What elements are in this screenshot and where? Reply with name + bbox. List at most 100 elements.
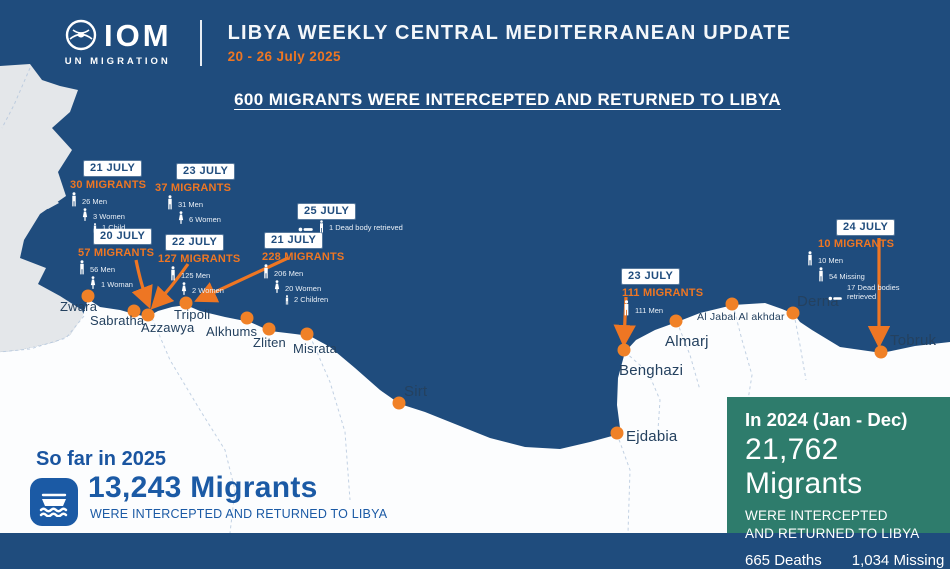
event-detail: 111 Men <box>635 306 664 315</box>
city-label-alkhums: Alkhums <box>206 324 258 339</box>
tunisia-landmass <box>0 64 84 352</box>
city-marker <box>127 304 141 318</box>
city-label-sirt: Sirt <box>404 383 428 400</box>
event-detail: 31 Men <box>178 200 204 209</box>
stats-2024-caption-line1: WERE INTERCEPTED <box>745 508 888 523</box>
city-marker <box>392 396 406 410</box>
event-detail: 125 Men <box>181 271 211 280</box>
stats-2024-value: 21,762 Migrants <box>745 433 863 500</box>
event-detail: 54 Missing <box>829 272 865 281</box>
city-marker <box>141 308 155 322</box>
event-date-tag: 23 JULY <box>622 269 680 284</box>
event-date-tag: 25 JULY <box>298 204 356 219</box>
libya-landmass <box>0 299 950 533</box>
iom-globe-icon <box>65 19 97 51</box>
city-markers <box>81 289 888 440</box>
arrow-20july-azzawya <box>131 259 153 309</box>
event-callout-24july-tobruk: 24 JULY 10 MIGRANTS 10 Men 54 Missing 17… <box>806 217 909 302</box>
city-marker <box>725 297 739 311</box>
man-icon <box>72 192 76 207</box>
event-migrant-count: 111 MIGRANTS <box>622 287 704 299</box>
city-label-zliten: Zliten <box>253 335 286 350</box>
island <box>38 196 59 209</box>
event-date-tag: 20 JULY <box>94 229 152 244</box>
event-date-tag: 21 JULY <box>84 161 142 176</box>
event-detail: 10 Men <box>818 256 844 265</box>
header: IOM UN MIGRATION LIBYA WEEKLY CENTRAL ME… <box>64 18 791 67</box>
header-divider <box>199 19 202 66</box>
event-detail: 26 Men <box>82 197 108 206</box>
stats-2024-label: In 2024 (Jan - Dec) <box>745 409 908 430</box>
logo-brand-text: IOM <box>104 17 172 53</box>
city-marker <box>262 322 276 336</box>
dead-body-icon <box>298 227 313 232</box>
city-marker <box>669 314 683 328</box>
event-detail: 3 Women <box>93 212 125 221</box>
city-label-sabratha: Sabratha <box>90 313 145 328</box>
event-callout-23july-west: 23 JULY 37 MIGRANTS 31 Men 6 Women <box>155 161 235 225</box>
city-label-azzawya: Azzawya <box>141 320 195 335</box>
city-label-tripoli: Tripoli <box>174 307 211 322</box>
event-detail: 1 Woman <box>101 280 133 289</box>
man-icon <box>80 260 84 275</box>
man-icon <box>168 195 172 210</box>
event-detail: 17 Dead bodies retrieved <box>847 283 900 301</box>
stats-2025-value: 13,243 Migrants <box>88 471 318 504</box>
event-detail: 1 Dead body retrieved <box>329 223 403 232</box>
woman-icon <box>82 208 88 221</box>
city-label-benghazi: Benghazi <box>619 362 684 379</box>
city-label-ejdabia: Ejdabia <box>626 428 678 445</box>
stats-2024-deaths: 665 Deaths <box>745 552 822 569</box>
man-icon <box>624 300 629 316</box>
man-icon <box>320 220 323 233</box>
logo-subtitle-text: UN MIGRATION <box>64 56 171 67</box>
man-icon <box>808 251 812 266</box>
headline: 600 MIGRANTS WERE INTERCEPTED AND RETURN… <box>234 90 781 109</box>
man-icon <box>171 266 175 281</box>
event-detail: 6 Women <box>189 215 221 224</box>
event-callout-20july: 20 JULY 57 MIGRANTS 56 Men 1 Woman <box>78 226 154 290</box>
event-migrant-count: 30 MIGRANTS <box>70 179 147 191</box>
boat-icon <box>30 478 78 526</box>
woman-icon <box>90 276 96 289</box>
woman-icon <box>274 280 280 293</box>
event-callout-25july: 25 JULY 1 Dead body retrieved <box>298 201 403 233</box>
event-migrant-count: 127 MIGRANTS <box>158 253 241 265</box>
city-label-almarj: Almarj <box>665 333 709 350</box>
arrow-21july-tripoli <box>194 256 289 303</box>
event-detail: 2 Children <box>294 295 329 304</box>
city-label-aljabal: Al Jabal Al akhdar <box>697 311 785 323</box>
page-title: LIBYA WEEKLY CENTRAL MEDITERRANEAN UPDAT… <box>227 21 792 44</box>
event-detail: 206 Men <box>274 269 304 278</box>
city-marker <box>786 306 800 320</box>
event-date-tag: 23 JULY <box>177 164 235 179</box>
city-marker <box>617 343 631 357</box>
stats-2025-label: So far in 2025 <box>36 448 167 470</box>
libya-map <box>0 64 950 533</box>
city-marker <box>874 345 888 359</box>
event-detail: 1 Child <box>102 223 126 232</box>
man-icon <box>819 267 823 282</box>
event-callout-21july-tripoli: 21 JULY 228 MIGRANTS 206 Men 20 Women 2 … <box>262 230 344 305</box>
city-marker <box>610 426 624 440</box>
report-date-range: 20 - 26 July 2025 <box>227 48 341 64</box>
stats-2025-caption: WERE INTERCEPTED AND RETURNED TO LIBYA <box>90 507 388 521</box>
dead-body-icon <box>828 296 842 301</box>
iom-logo: IOM UN MIGRATION <box>64 17 172 68</box>
event-arrows <box>131 238 891 349</box>
stats-2024-caption-line2: AND RETURNED TO LIBYA <box>745 525 920 541</box>
event-migrant-count: 37 MIGRANTS <box>155 182 232 194</box>
event-detail: 56 Men <box>90 265 116 274</box>
city-marker <box>240 311 254 325</box>
stats-2024-missing: 1,034 Missing <box>851 552 945 569</box>
arrow-22july-azzawya <box>150 263 190 310</box>
event-migrant-count: 57 MIGRANTS <box>78 247 155 259</box>
admin-borders <box>0 67 807 533</box>
child-icon <box>285 295 289 305</box>
event-migrant-count: 10 MIGRANTS <box>818 238 895 250</box>
event-detail: 2 Women <box>192 286 224 295</box>
event-callout-23july-benghazi: 23 JULY 111 MIGRANTS 111 Men <box>622 266 703 316</box>
city-marker <box>300 327 314 341</box>
city-marker <box>81 289 95 303</box>
event-callout-22july: 22 JULY 127 MIGRANTS 125 Men 2 Women <box>158 232 240 296</box>
